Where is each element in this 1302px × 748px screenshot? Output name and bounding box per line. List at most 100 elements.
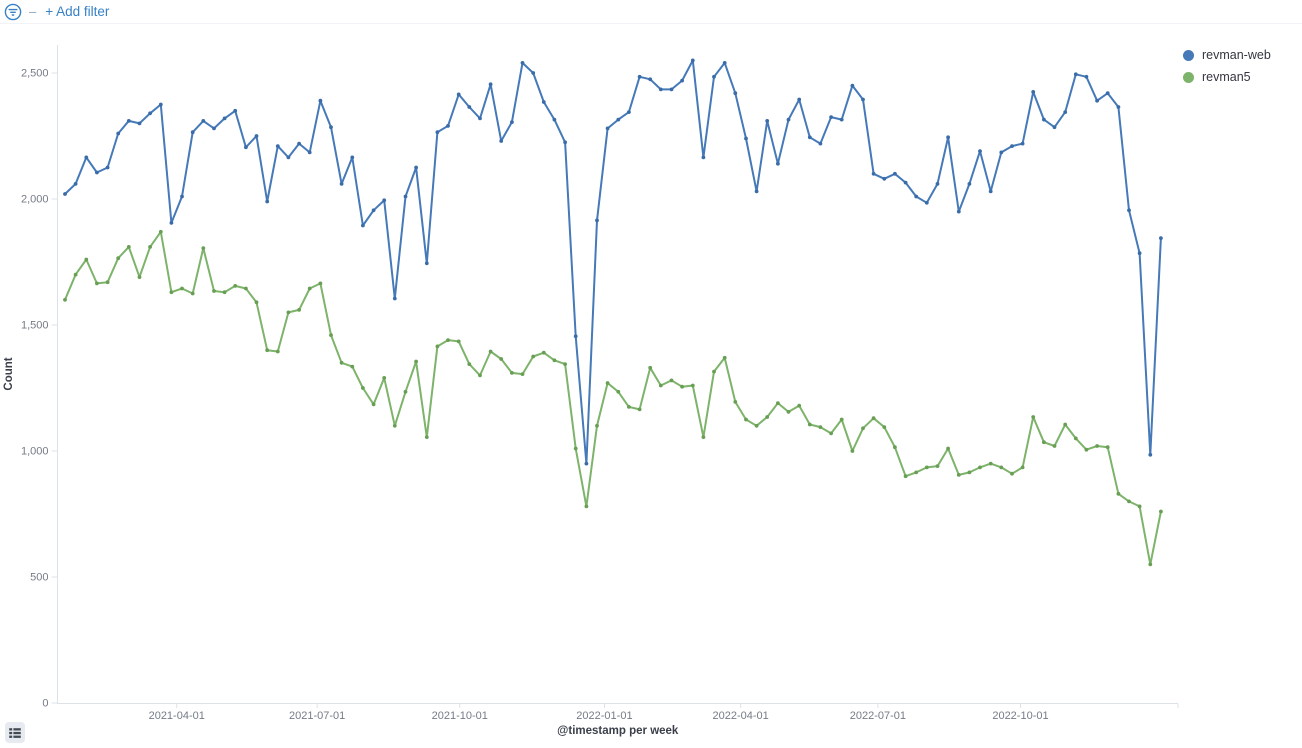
data-point-revman-web[interactable] bbox=[510, 120, 514, 124]
data-point-revman-web[interactable] bbox=[382, 198, 387, 203]
data-point-revman-web[interactable] bbox=[233, 108, 238, 113]
data-point-revman5[interactable] bbox=[339, 360, 344, 365]
data-point-revman5[interactable] bbox=[286, 310, 291, 315]
data-point-revman-web[interactable] bbox=[1127, 208, 1131, 213]
data-point-revman5[interactable] bbox=[190, 291, 195, 296]
data-point-revman-web[interactable] bbox=[627, 110, 631, 114]
series-line-revman5[interactable] bbox=[64, 230, 1162, 566]
data-point-revman-web[interactable] bbox=[158, 102, 163, 107]
data-point-revman-web[interactable] bbox=[914, 194, 919, 199]
data-point-revman-web[interactable] bbox=[531, 71, 536, 75]
data-point-revman5[interactable] bbox=[850, 449, 855, 453]
data-point-revman-web[interactable] bbox=[882, 176, 887, 181]
data-point-revman5[interactable] bbox=[424, 435, 429, 439]
data-point-revman-web[interactable] bbox=[339, 182, 344, 186]
data-point-revman5[interactable] bbox=[893, 445, 897, 450]
data-point-revman5[interactable] bbox=[233, 284, 238, 288]
data-point-revman5[interactable] bbox=[616, 389, 621, 394]
data-point-revman5[interactable] bbox=[297, 308, 301, 312]
data-point-revman-web[interactable] bbox=[616, 117, 621, 122]
data-point-revman-web[interactable] bbox=[435, 130, 440, 135]
data-point-revman-web[interactable] bbox=[1073, 72, 1078, 77]
data-point-revman-web[interactable] bbox=[446, 124, 450, 128]
data-point-revman5[interactable] bbox=[1031, 415, 1036, 419]
data-point-revman5[interactable] bbox=[1159, 509, 1163, 514]
data-point-revman5[interactable] bbox=[733, 400, 738, 404]
data-point-revman-web[interactable] bbox=[467, 105, 472, 109]
data-point-revman-web[interactable] bbox=[1063, 110, 1068, 114]
data-point-revman5[interactable] bbox=[403, 389, 408, 394]
data-point-revman-web[interactable] bbox=[1052, 125, 1057, 130]
data-point-revman-web[interactable] bbox=[563, 140, 567, 145]
data-point-revman-web[interactable] bbox=[116, 131, 121, 136]
data-point-revman-web[interactable] bbox=[680, 78, 684, 83]
data-point-revman-web[interactable] bbox=[978, 149, 982, 154]
data-point-revman5[interactable] bbox=[605, 381, 610, 385]
data-point-revman-web[interactable] bbox=[499, 139, 504, 143]
data-point-revman-web[interactable] bbox=[361, 223, 365, 228]
data-point-revman5[interactable] bbox=[1010, 471, 1014, 476]
data-point-revman-web[interactable] bbox=[946, 135, 950, 140]
data-point-revman-web[interactable] bbox=[350, 155, 355, 160]
data-point-revman5[interactable] bbox=[382, 376, 387, 380]
data-point-revman-web[interactable] bbox=[861, 97, 865, 102]
data-point-revman5[interactable] bbox=[329, 333, 333, 337]
data-point-revman5[interactable] bbox=[265, 348, 270, 353]
data-point-revman-web[interactable] bbox=[212, 126, 216, 131]
data-point-revman-web[interactable] bbox=[541, 100, 546, 104]
data-point-revman5[interactable] bbox=[478, 373, 482, 378]
data-point-revman5[interactable] bbox=[701, 435, 706, 439]
data-point-revman-web[interactable] bbox=[478, 116, 482, 121]
data-point-revman-web[interactable] bbox=[1020, 141, 1025, 146]
data-point-revman-web[interactable] bbox=[63, 192, 67, 196]
data-point-revman-web[interactable] bbox=[307, 150, 312, 155]
data-point-revman-web[interactable] bbox=[573, 334, 578, 339]
data-point-revman5[interactable] bbox=[978, 465, 982, 470]
data-point-revman5[interactable] bbox=[786, 410, 791, 414]
data-point-revman5[interactable] bbox=[435, 344, 440, 349]
data-point-revman-web[interactable] bbox=[765, 119, 770, 123]
data-point-revman5[interactable] bbox=[137, 275, 142, 279]
data-point-revman5[interactable] bbox=[722, 355, 727, 360]
data-point-revman-web[interactable] bbox=[924, 200, 929, 205]
data-point-revman5[interactable] bbox=[222, 290, 227, 295]
data-point-revman5[interactable] bbox=[839, 417, 844, 422]
data-point-revman5[interactable] bbox=[392, 423, 397, 428]
data-point-revman5[interactable] bbox=[563, 362, 567, 366]
data-point-revman5[interactable] bbox=[967, 470, 972, 475]
data-point-revman5[interactable] bbox=[797, 403, 802, 408]
data-point-revman-web[interactable] bbox=[595, 218, 599, 223]
data-point-revman5[interactable] bbox=[1116, 491, 1121, 496]
data-point-revman5[interactable] bbox=[1148, 562, 1153, 567]
data-point-revman-web[interactable] bbox=[1148, 452, 1153, 457]
data-point-revman-web[interactable] bbox=[148, 111, 153, 116]
data-point-revman5[interactable] bbox=[318, 281, 323, 286]
data-point-revman-web[interactable] bbox=[807, 135, 812, 140]
data-point-revman-web[interactable] bbox=[690, 58, 695, 63]
data-point-revman-web[interactable] bbox=[73, 182, 78, 186]
legend-item-revman5[interactable]: revman5 bbox=[1183, 66, 1271, 88]
data-point-revman-web[interactable] bbox=[871, 171, 876, 176]
data-point-revman-web[interactable] bbox=[137, 121, 142, 126]
data-point-revman-web[interactable] bbox=[180, 194, 184, 199]
data-point-revman-web[interactable] bbox=[733, 91, 738, 96]
data-point-revman5[interactable] bbox=[935, 464, 940, 468]
data-point-revman5[interactable] bbox=[307, 286, 312, 291]
data-point-revman5[interactable] bbox=[690, 383, 695, 388]
data-point-revman5[interactable] bbox=[520, 372, 525, 376]
data-point-revman-web[interactable] bbox=[1084, 74, 1089, 79]
data-point-revman5[interactable] bbox=[126, 245, 131, 249]
data-point-revman5[interactable] bbox=[201, 246, 206, 251]
filter-circle-icon[interactable] bbox=[4, 3, 22, 21]
data-point-revman5[interactable] bbox=[648, 365, 653, 370]
legend-item-revman-web[interactable]: revman-web bbox=[1183, 44, 1271, 66]
data-point-revman-web[interactable] bbox=[403, 194, 408, 199]
data-point-revman-web[interactable] bbox=[1095, 98, 1099, 103]
data-point-revman5[interactable] bbox=[254, 300, 259, 305]
data-point-revman-web[interactable] bbox=[552, 117, 557, 122]
data-point-revman-web[interactable] bbox=[605, 126, 610, 131]
data-point-revman-web[interactable] bbox=[712, 74, 716, 79]
data-point-revman-web[interactable] bbox=[222, 116, 227, 121]
data-point-revman-web[interactable] bbox=[1105, 91, 1110, 96]
data-point-revman5[interactable] bbox=[658, 383, 663, 388]
